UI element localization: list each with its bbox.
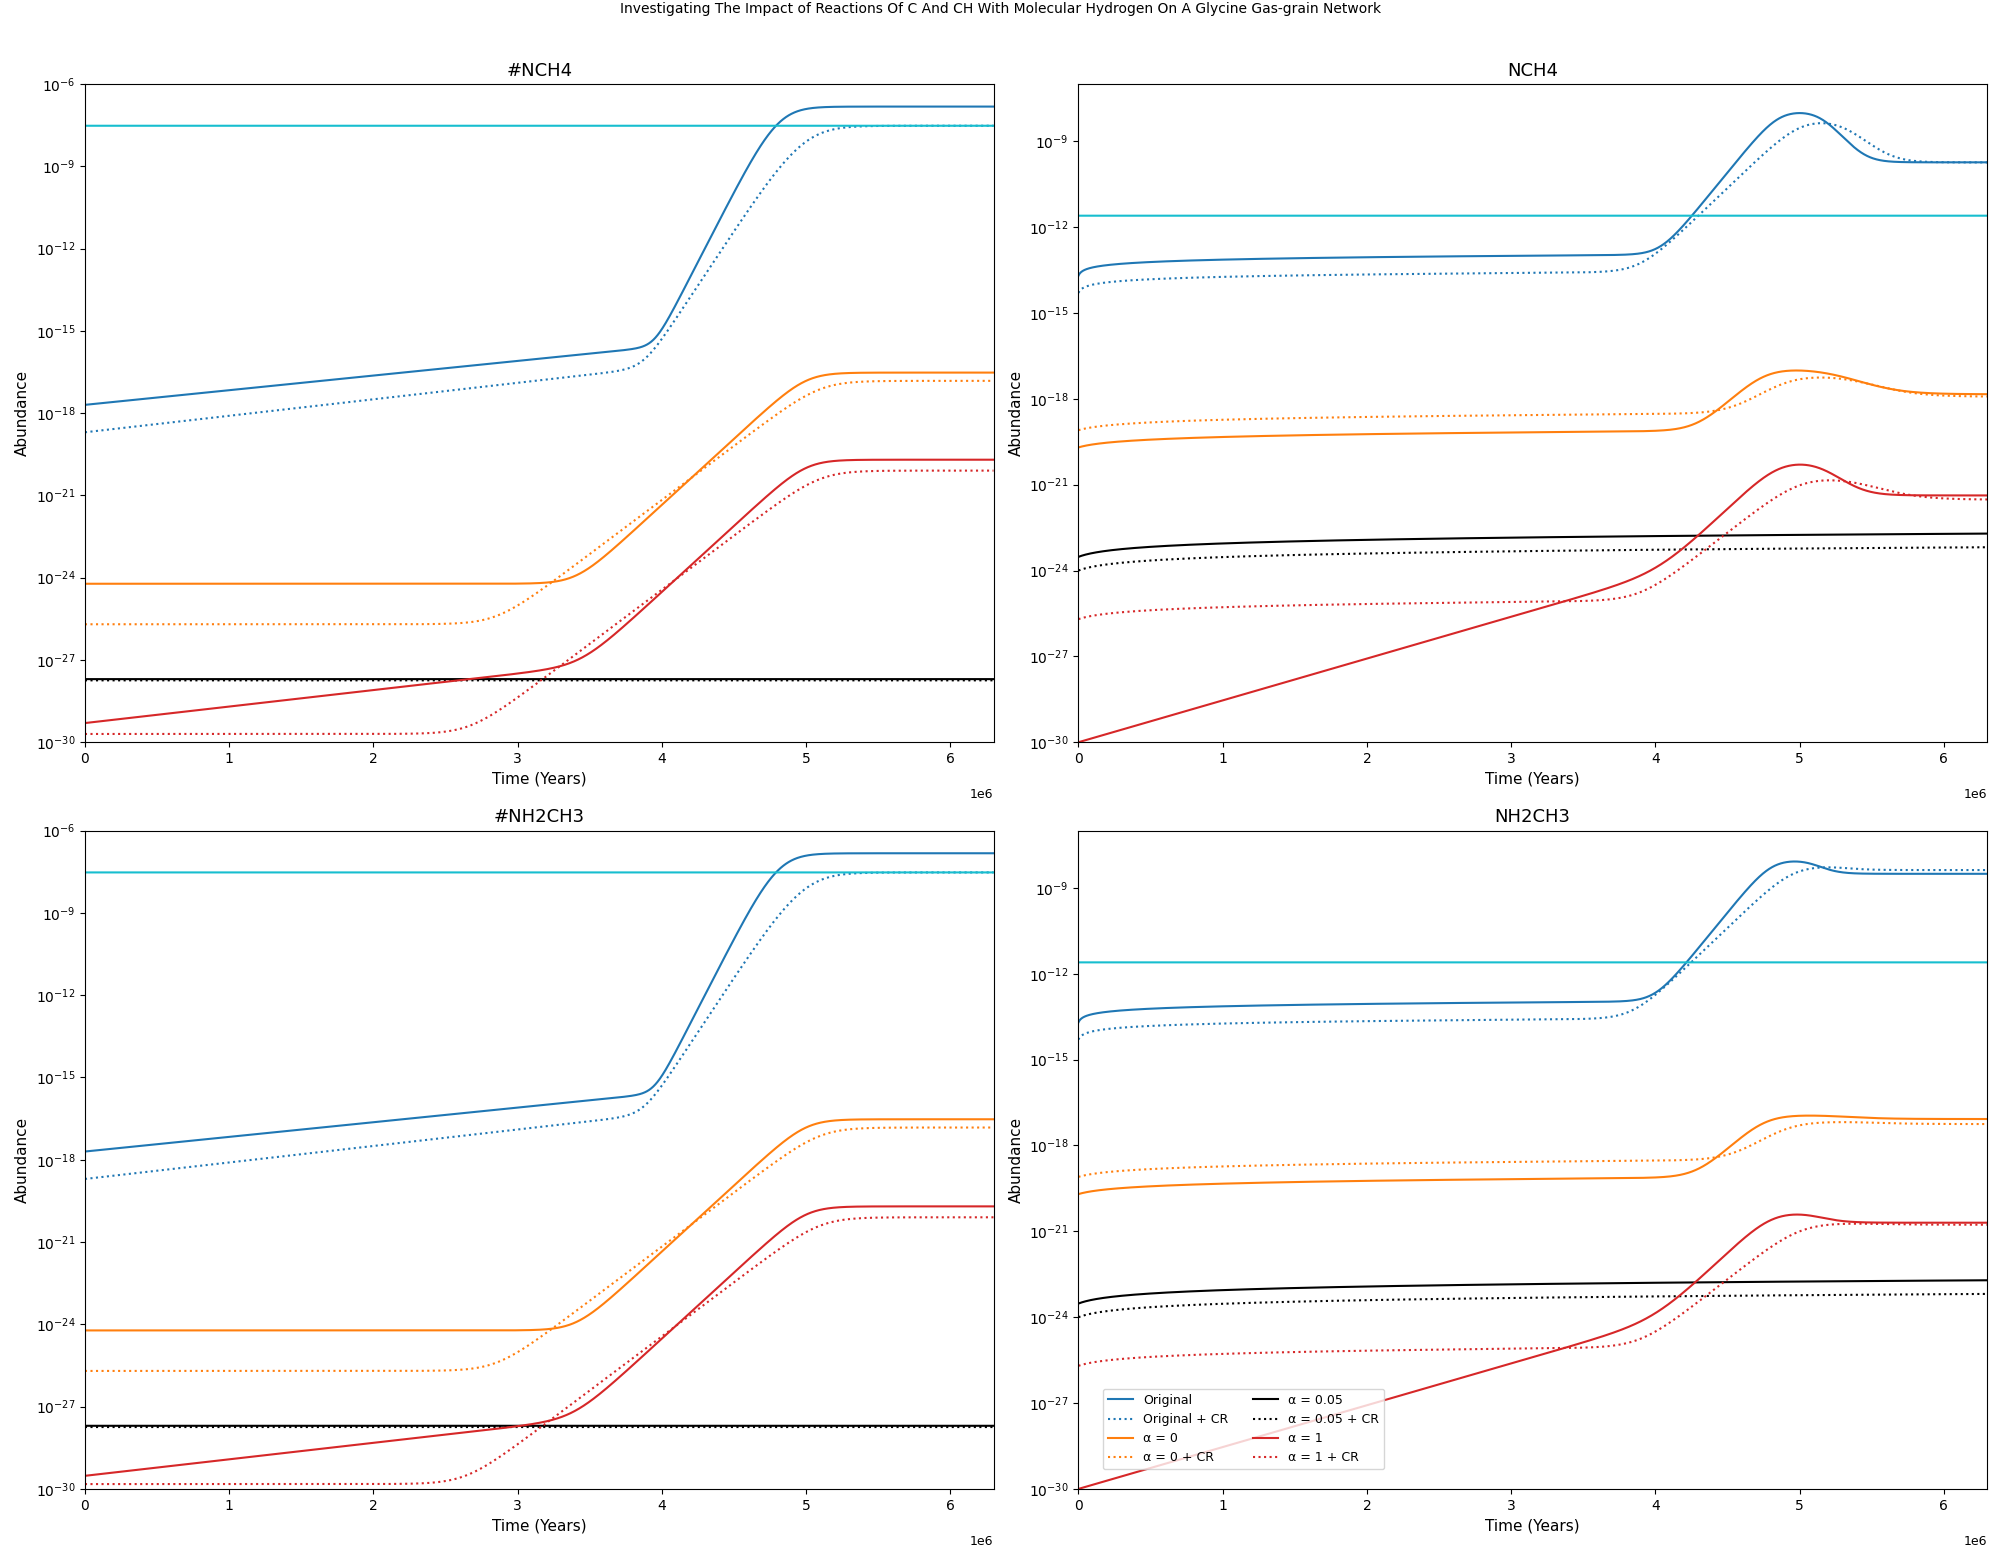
Text: 1e6: 1e6 [1964,788,1988,801]
Text: 1e6: 1e6 [971,1535,993,1547]
X-axis label: Time (Years): Time (Years) [1485,771,1580,787]
X-axis label: Time (Years): Time (Years) [492,771,587,787]
Title: #NCH4: #NCH4 [507,62,573,79]
X-axis label: Time (Years): Time (Years) [492,1518,587,1533]
Y-axis label: Abundance: Abundance [1009,1116,1023,1204]
Legend: Original, Original + CR, α = 0, α = 0 + CR, α = 0.05, α = 0.05 + CR, α = 1, α = : Original, Original + CR, α = 0, α = 0 + … [1103,1389,1383,1469]
Title: #NH2CH3: #NH2CH3 [494,809,585,826]
Text: 1e6: 1e6 [1964,1535,1988,1547]
Title: NH2CH3: NH2CH3 [1495,809,1572,826]
Text: 1e6: 1e6 [971,788,993,801]
Y-axis label: Abundance: Abundance [14,370,30,456]
Y-axis label: Abundance: Abundance [1009,370,1023,456]
X-axis label: Time (Years): Time (Years) [1485,1518,1580,1533]
Text: Investigating The Impact of Reactions Of C And CH With Molecular Hydrogen On A G: Investigating The Impact of Reactions Of… [621,2,1381,16]
Title: NCH4: NCH4 [1508,62,1558,79]
Y-axis label: Abundance: Abundance [14,1116,30,1204]
